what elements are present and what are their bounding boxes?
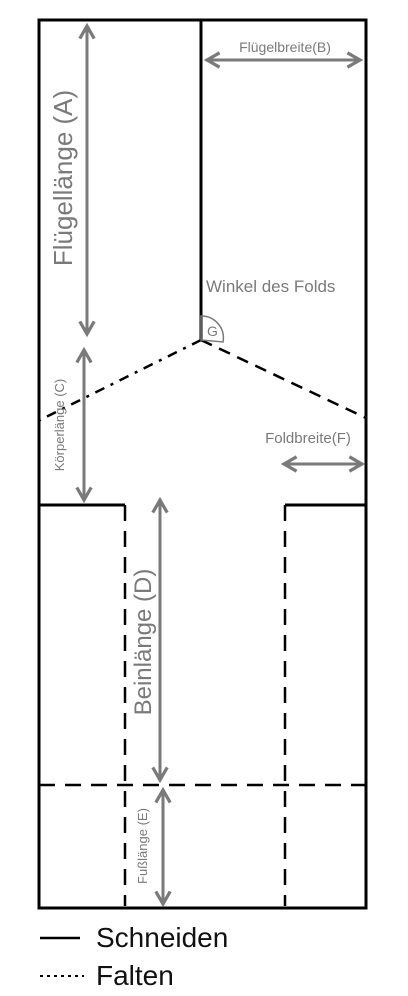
fold-width-label: Foldbreite(F): [265, 430, 351, 447]
fold-angle-label: Winkel des Folds: [206, 277, 335, 296]
angle-marker-label: G: [207, 323, 218, 339]
wing-width-label: Flügelbreite(B): [239, 39, 331, 55]
fold-line-right-diagonal: [200, 338, 367, 420]
foot-length-label: Fußlänge (E): [135, 808, 150, 884]
leg-length-label: Beinlänge (D): [130, 569, 157, 716]
fold-line-left-diagonal: [39, 338, 202, 422]
wing-length-label: Flügellänge (A): [48, 90, 78, 266]
legend-fold-label: Falten: [96, 960, 174, 991]
fold-angle-arc: [200, 315, 225, 343]
body-length-label: Körperlänge (C): [52, 379, 67, 472]
outer-cut-outline: [37, 18, 368, 910]
legend-cut-label: Schneiden: [96, 922, 228, 953]
